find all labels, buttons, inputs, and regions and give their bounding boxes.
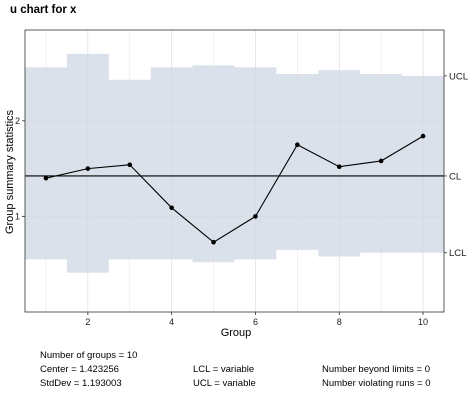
x-tick-label-4: 4	[169, 317, 174, 327]
summary-beyond-limits: Number beyond limits = 0	[322, 364, 430, 375]
data-point-1	[43, 175, 49, 181]
panel-border	[24, 29, 445, 313]
data-point-7	[295, 142, 300, 148]
data-point-10	[420, 133, 426, 139]
ucl-label: UCL	[449, 71, 468, 82]
data-point-8	[336, 164, 342, 169]
summary-ucl: UCL = variable	[193, 378, 256, 389]
x-tick-label-2: 2	[85, 317, 90, 327]
data-point-4	[169, 205, 174, 211]
summary-groups: Number of groups = 10	[40, 350, 137, 361]
data-point-5	[211, 239, 216, 245]
y-tick-label-2: 2	[15, 116, 20, 126]
data-point-9	[378, 158, 384, 164]
chart-title: u chart for x	[10, 4, 77, 16]
lcl-label: LCL	[449, 248, 466, 259]
x-tick-label-8: 8	[337, 317, 342, 327]
summary-stddev: StdDev = 1.193003	[40, 378, 122, 389]
x-tick-label-6: 6	[253, 317, 258, 327]
data-point-3	[127, 162, 133, 168]
cl-label: CL	[449, 171, 461, 182]
y-tick-label-1: 1	[15, 211, 20, 221]
summary-center: Center = 1.423256	[40, 364, 119, 375]
summary-lcl: LCL = variable	[193, 364, 254, 375]
summary-violating-runs: Number violating runs = 0	[322, 378, 431, 389]
data-point-6	[253, 214, 258, 219]
x-axis-title: Group	[221, 327, 252, 339]
data-point-2	[85, 166, 91, 171]
summary-stats: Number of groups = 10 Center = 1.423256 …	[40, 350, 431, 389]
x-tick-label-10: 10	[418, 317, 428, 327]
y-axis-title: Group summary statistics	[4, 109, 16, 234]
series-line	[45, 135, 424, 243]
